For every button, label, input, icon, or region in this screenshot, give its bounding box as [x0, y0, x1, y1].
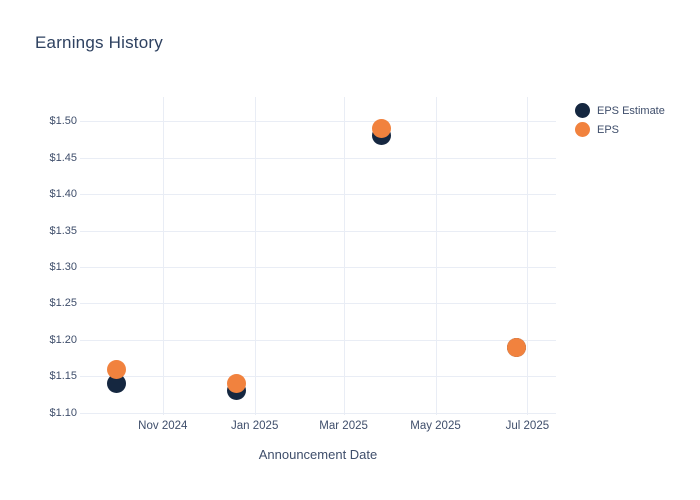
y-gridline--1-10 — [80, 412, 556, 414]
y-gridline--1-40 — [80, 194, 556, 195]
y-tick-label--1-10: $1.10 — [49, 406, 77, 419]
x-tick-label-nov-2024: Nov 2024 — [138, 420, 188, 432]
y-tick-label--1-50: $1.50 — [49, 115, 77, 128]
y-tick-label--1-20: $1.20 — [49, 333, 77, 346]
legend-label-eps-estimate: EPS Estimate — [597, 104, 665, 117]
legend-item-eps[interactable]: EPS — [575, 122, 665, 137]
y-tick-label--1-15: $1.15 — [49, 370, 77, 383]
chart-title: Earnings History — [35, 33, 163, 52]
point-eps-estimate-0 — [106, 374, 126, 394]
x-gridline-mar-2025 — [343, 97, 345, 415]
point-eps-2 — [371, 118, 391, 138]
point-eps-0 — [106, 359, 126, 379]
x-gridline-nov-2024 — [162, 97, 164, 415]
x-tick-label-jul-2025: Jul 2025 — [505, 420, 550, 432]
y-gridline--1-25 — [80, 303, 556, 305]
y-tick-label--1-25: $1.25 — [49, 297, 77, 310]
y-gridline--1-20 — [80, 339, 556, 341]
legend: EPS Estimate EPS — [575, 103, 665, 137]
y-gridline--1-35 — [80, 230, 556, 232]
x-axis-title: Announcement Date — [258, 447, 378, 462]
y-tick-label--1-40: $1.40 — [49, 188, 77, 200]
y-tick-label--1-45: $1.45 — [49, 151, 77, 164]
eps-estimate-marker-icon — [575, 103, 590, 118]
x-gridline-jul-2025 — [527, 97, 529, 415]
x-tick-label-jan-2025: Jan 2025 — [231, 420, 279, 432]
x-tick-label-may-2025: May 2025 — [410, 420, 461, 432]
plot-area — [80, 97, 556, 415]
y-tick-label--1-30: $1.30 — [49, 260, 77, 273]
legend-label-eps: EPS — [597, 123, 620, 136]
point-eps-1 — [227, 374, 247, 394]
x-tick-label-mar-2025: Mar 2025 — [319, 420, 368, 432]
y-gridline--1-45 — [80, 157, 556, 159]
legend-item-eps-estimate[interactable]: EPS Estimate — [575, 103, 665, 118]
x-gridline-jan-2025 — [254, 97, 256, 415]
y-gridline--1-50 — [80, 121, 556, 123]
eps-marker-icon — [575, 122, 590, 137]
y-gridline--1-30 — [80, 266, 556, 268]
point-eps-3 — [507, 337, 527, 357]
x-gridline-may-2025 — [435, 97, 437, 415]
y-gridline--1-15 — [80, 376, 556, 378]
y-tick-label--1-35: $1.35 — [49, 224, 77, 237]
